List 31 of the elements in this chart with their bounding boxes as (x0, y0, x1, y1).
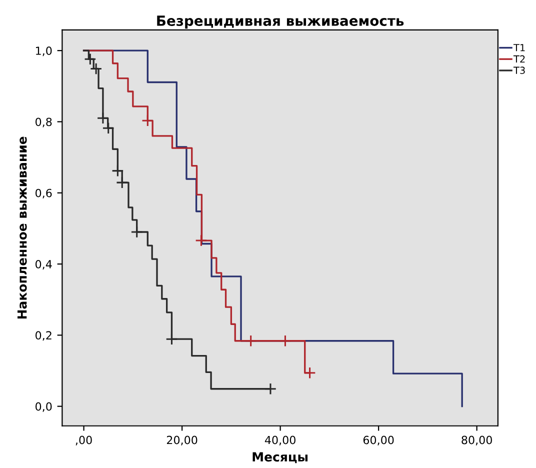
point (142, 114, 154, 127)
y-tick-label: 1,0 (36, 46, 52, 56)
point (244, 334, 257, 348)
y-tick-label: 0,2 (36, 331, 52, 341)
y-axis-title: Накопленное выживание (18, 136, 27, 319)
x-tick-label: 40,00 (264, 436, 296, 446)
legend-label: T2 (513, 55, 525, 63)
x-tick-label: 60,00 (363, 436, 394, 446)
x-tick-label: 80,00 (462, 436, 492, 446)
legend-label: T3 (513, 66, 525, 74)
point (166, 332, 178, 346)
point (264, 382, 277, 396)
point (90, 62, 102, 75)
x-tick-label: 20,00 (166, 436, 198, 446)
y-tick-label: 0,4 (36, 260, 52, 270)
point (130, 226, 143, 238)
y-tick-label: 0,6 (36, 188, 52, 198)
point (279, 334, 292, 348)
x-tick-label: ,00 (76, 436, 92, 446)
point (112, 164, 124, 177)
x-axis-title: Месяцы (252, 452, 308, 464)
point (304, 366, 316, 380)
point (96, 112, 110, 124)
point (195, 234, 208, 247)
point (116, 176, 128, 189)
y-tick-label: 0,8 (36, 118, 52, 128)
point (102, 122, 114, 134)
chart-title: Безрецидивная выживаемость (157, 16, 404, 29)
y-tick-label: 0,0 (36, 402, 52, 412)
point (84, 52, 96, 66)
legend-label: T1 (513, 44, 525, 52)
